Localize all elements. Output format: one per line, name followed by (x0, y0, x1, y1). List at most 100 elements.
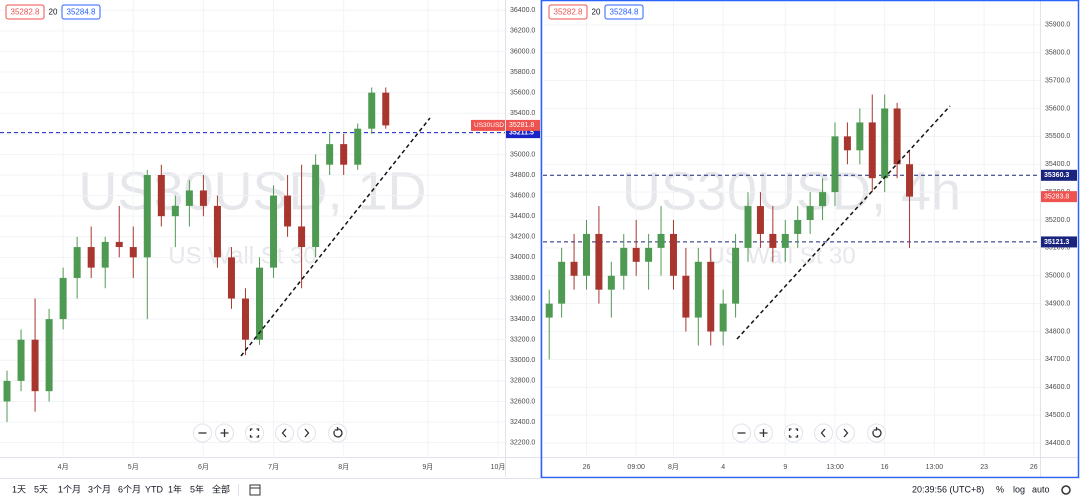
drawings (0, 0, 1080, 479)
range-button[interactable]: 5天 (34, 484, 48, 494)
candle-body (620, 247, 628, 276)
candle-body (856, 122, 864, 151)
y-tick-label: 36000.0 (510, 48, 535, 55)
candle-body (199, 190, 207, 206)
range-button[interactable]: 全部 (212, 483, 230, 494)
candle-body (769, 233, 777, 248)
y-tick-label: 34800.0 (1045, 328, 1070, 335)
candle-body (831, 136, 839, 193)
nav-button[interactable] (814, 423, 833, 443)
range-button[interactable]: 1个月 (58, 484, 81, 494)
y-tick-label: 35800.0 (1045, 50, 1070, 57)
nav-button[interactable] (275, 423, 294, 443)
y-tick-label: 35100.0 (1045, 245, 1070, 252)
candle-body (143, 175, 151, 258)
candle-body (582, 233, 590, 276)
nav-button[interactable] (297, 423, 316, 443)
range-button[interactable]: 5年 (190, 483, 204, 494)
candle-body (171, 205, 179, 217)
bid-label: 35282.8 (554, 8, 583, 17)
y-tick-label: 34500.0 (1045, 412, 1070, 419)
candle-body (893, 108, 901, 165)
auto-toggle[interactable]: auto (1032, 484, 1050, 494)
nav-button[interactable] (784, 423, 803, 443)
x-tick-label: 26 (1030, 464, 1038, 471)
candle-body (570, 261, 578, 276)
bid-label: 35282.8 (11, 8, 40, 17)
hline-price-box (1041, 169, 1077, 181)
chart-panel: US30USD, 1D US Wall St 30 32200.0 32400.0 32… (0, 0, 543, 477)
range-button[interactable]: 1天 (12, 484, 26, 494)
candle-body (645, 247, 653, 262)
candle-body (558, 261, 566, 304)
y-tick-label: 32600.0 (510, 398, 535, 405)
bid-box (5, 4, 45, 20)
range-button[interactable]: YTD (145, 484, 164, 494)
y-tick-label: 32200.0 (510, 439, 535, 446)
active-panel-border (540, 0, 1080, 479)
y-tick-label: 34800.0 (510, 172, 535, 179)
candle-body (284, 195, 292, 227)
x-tick-label: 9 (783, 464, 787, 471)
last-price-label: 35283.8 (1044, 193, 1069, 200)
range-button[interactable]: 6个月 (118, 484, 141, 494)
nav-button[interactable] (867, 423, 886, 443)
x-tick-label: 26 (583, 464, 591, 471)
nav-button[interactable] (245, 423, 264, 443)
candle-body (881, 108, 889, 179)
candle-body (707, 261, 715, 332)
y-tick-label: 35600.0 (1045, 105, 1070, 112)
candle-body (3, 380, 11, 402)
watermark-sub: US Wall St 30 (168, 242, 317, 269)
y-tick-label: 35500.0 (1045, 133, 1070, 140)
x-tick-label: 7月 (268, 463, 279, 471)
log-toggle[interactable]: log (1013, 484, 1025, 494)
y-tick-label: 35400.0 (510, 110, 535, 117)
candle-body (607, 275, 615, 290)
candle-body (227, 257, 235, 299)
candle-body (115, 241, 123, 248)
x-tick-label: 8月 (338, 463, 349, 471)
last-price-label: 35281.8 (509, 122, 534, 129)
candle-body (129, 247, 137, 258)
percent-toggle[interactable]: % (996, 484, 1004, 494)
candle-body (354, 128, 362, 165)
spread-label: 20 (592, 8, 601, 17)
y-tick-label: 34700.0 (1045, 356, 1070, 363)
icon (759, 429, 768, 437)
candle-body (241, 298, 249, 340)
candle-body (732, 247, 740, 304)
date-range-icon[interactable] (249, 484, 261, 496)
range-button[interactable]: 3个月 (88, 484, 111, 494)
x-tick-label: 9月 (422, 463, 433, 471)
y-tick-label: 35000.0 (510, 151, 535, 158)
ask-box (61, 4, 101, 20)
y-tick-label: 34000.0 (510, 254, 535, 261)
candle-body (270, 195, 278, 268)
candle-body (73, 247, 81, 278)
candle-body (185, 190, 193, 206)
candle-body (669, 233, 677, 276)
candle-body (794, 219, 802, 234)
settings-icon[interactable] (1061, 485, 1071, 495)
y-tick-label: 35700.0 (1045, 77, 1070, 84)
candle-body (312, 164, 320, 248)
icon (333, 427, 343, 438)
icon (220, 429, 229, 437)
y-tick-label: 35200.0 (1045, 217, 1070, 224)
candle-body (843, 136, 851, 151)
chart-panel: US30USD, 4h US Wall St 30 34400.0 34500.0 34… (543, 0, 1078, 477)
candle-body (298, 226, 306, 248)
icon (281, 428, 287, 438)
y-tick-label: 34400.0 (1045, 440, 1070, 447)
nav-button[interactable] (328, 423, 347, 443)
trend-line (240, 117, 431, 357)
ask-box (604, 4, 644, 20)
icon (843, 428, 849, 438)
y-tick-label: 32800.0 (510, 378, 535, 385)
icon (788, 428, 799, 438)
range-button[interactable]: 1年 (168, 483, 182, 494)
last-price-box (1041, 191, 1077, 203)
candle-body (326, 144, 334, 165)
nav-button[interactable] (836, 423, 855, 443)
